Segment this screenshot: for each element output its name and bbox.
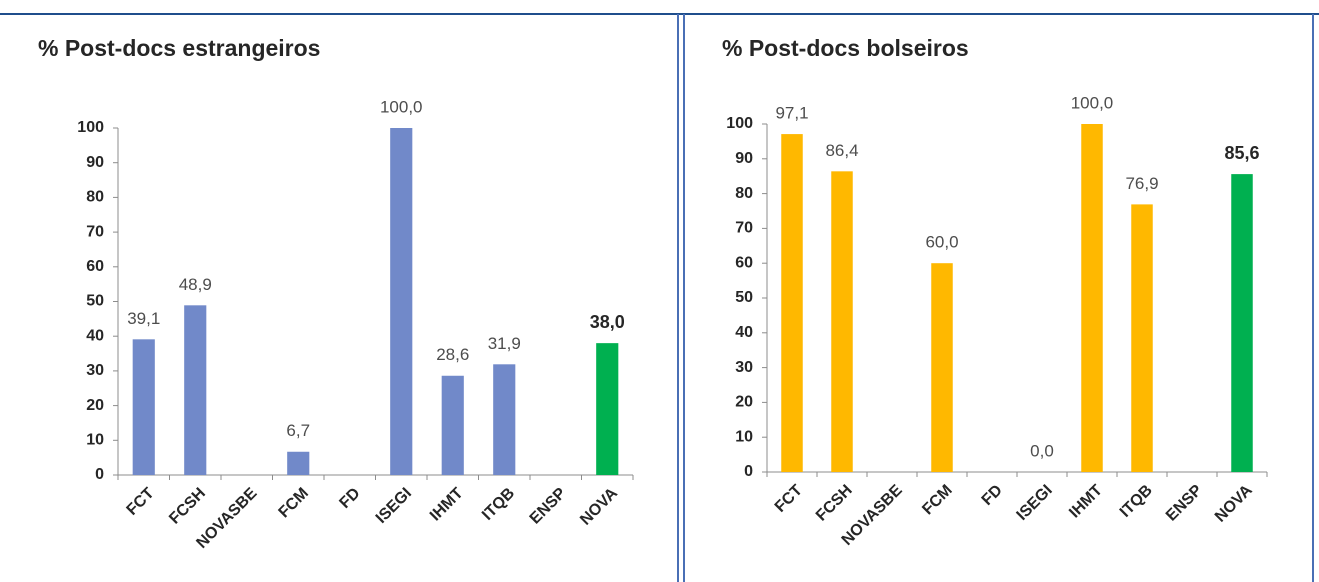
data-label: 31,9 xyxy=(488,334,521,353)
bar xyxy=(493,364,516,475)
bar xyxy=(831,171,853,472)
bar xyxy=(390,128,413,475)
data-label: 97,1 xyxy=(775,104,808,123)
y-tick-label: 0 xyxy=(95,466,104,483)
x-tick-label: ISEGI xyxy=(373,485,415,527)
x-tick-label: ENSP xyxy=(527,485,570,528)
y-tick-label: 80 xyxy=(735,185,753,202)
y-tick-label: 60 xyxy=(86,258,104,275)
x-tick-label: ITQB xyxy=(1117,482,1156,521)
bar xyxy=(287,451,310,475)
bar xyxy=(132,339,155,475)
y-tick-label: 100 xyxy=(726,115,753,132)
chart-title: % Post-docs estrangeiros xyxy=(38,35,320,61)
x-tick-label: FD xyxy=(979,482,1006,509)
bar xyxy=(596,343,619,475)
data-label: 38,0 xyxy=(590,312,625,332)
y-tick-label: 30 xyxy=(735,359,753,376)
chart-title: % Post-docs bolseiros xyxy=(722,35,969,61)
x-tick-label: ISEGI xyxy=(1014,482,1056,524)
data-label: 76,9 xyxy=(1125,174,1158,193)
x-tick-label: FCT xyxy=(772,482,806,516)
data-label: 39,1 xyxy=(127,309,160,328)
data-label: 85,6 xyxy=(1224,143,1259,163)
bar xyxy=(1131,204,1153,472)
x-tick-label: FCM xyxy=(919,482,956,519)
x-tick-label: NOVA xyxy=(1212,481,1256,525)
bar xyxy=(1231,174,1253,472)
data-label: 100,0 xyxy=(380,97,423,116)
x-tick-label: IHMT xyxy=(427,485,467,525)
data-label: 86,4 xyxy=(825,141,858,160)
y-tick-label: 90 xyxy=(735,150,753,167)
y-tick-label: 40 xyxy=(86,327,104,344)
y-tick-label: 0 xyxy=(744,463,753,480)
x-tick-label: FD xyxy=(336,485,363,512)
bar xyxy=(184,305,207,475)
y-tick-label: 10 xyxy=(735,428,753,445)
bar xyxy=(1081,124,1103,472)
x-tick-label: FCSH xyxy=(166,485,209,528)
y-tick-label: 10 xyxy=(86,432,104,449)
x-tick-label: IHMT xyxy=(1066,482,1106,522)
bar xyxy=(931,263,953,472)
y-tick-label: 70 xyxy=(735,220,753,237)
y-tick-label: 50 xyxy=(735,289,753,306)
bar xyxy=(781,134,803,473)
x-tick-label: NOVA xyxy=(577,484,621,528)
data-label: 48,9 xyxy=(179,275,212,294)
x-tick-label: FCSH xyxy=(813,482,856,525)
y-tick-label: 100 xyxy=(77,119,104,136)
x-tick-label: FCM xyxy=(276,485,313,522)
header-strip xyxy=(0,0,1319,14)
data-label: 0,0 xyxy=(1030,441,1054,460)
x-tick-label: ENSP xyxy=(1163,482,1206,525)
y-tick-label: 50 xyxy=(86,293,104,310)
y-tick-label: 60 xyxy=(735,254,753,271)
y-tick-label: 80 xyxy=(86,189,104,206)
x-tick-label: ITQB xyxy=(479,485,518,524)
y-tick-label: 20 xyxy=(735,394,753,411)
data-label: 100,0 xyxy=(1071,93,1114,112)
data-label: 6,7 xyxy=(286,421,310,440)
y-tick-label: 30 xyxy=(86,362,104,379)
data-label: 60,0 xyxy=(925,233,958,252)
y-tick-label: 70 xyxy=(86,223,104,240)
x-tick-label: FCT xyxy=(124,485,158,519)
bar xyxy=(441,375,464,475)
y-tick-label: 40 xyxy=(735,324,753,341)
data-label: 28,6 xyxy=(436,345,469,364)
y-tick-label: 20 xyxy=(86,397,104,414)
y-tick-label: 90 xyxy=(86,154,104,171)
